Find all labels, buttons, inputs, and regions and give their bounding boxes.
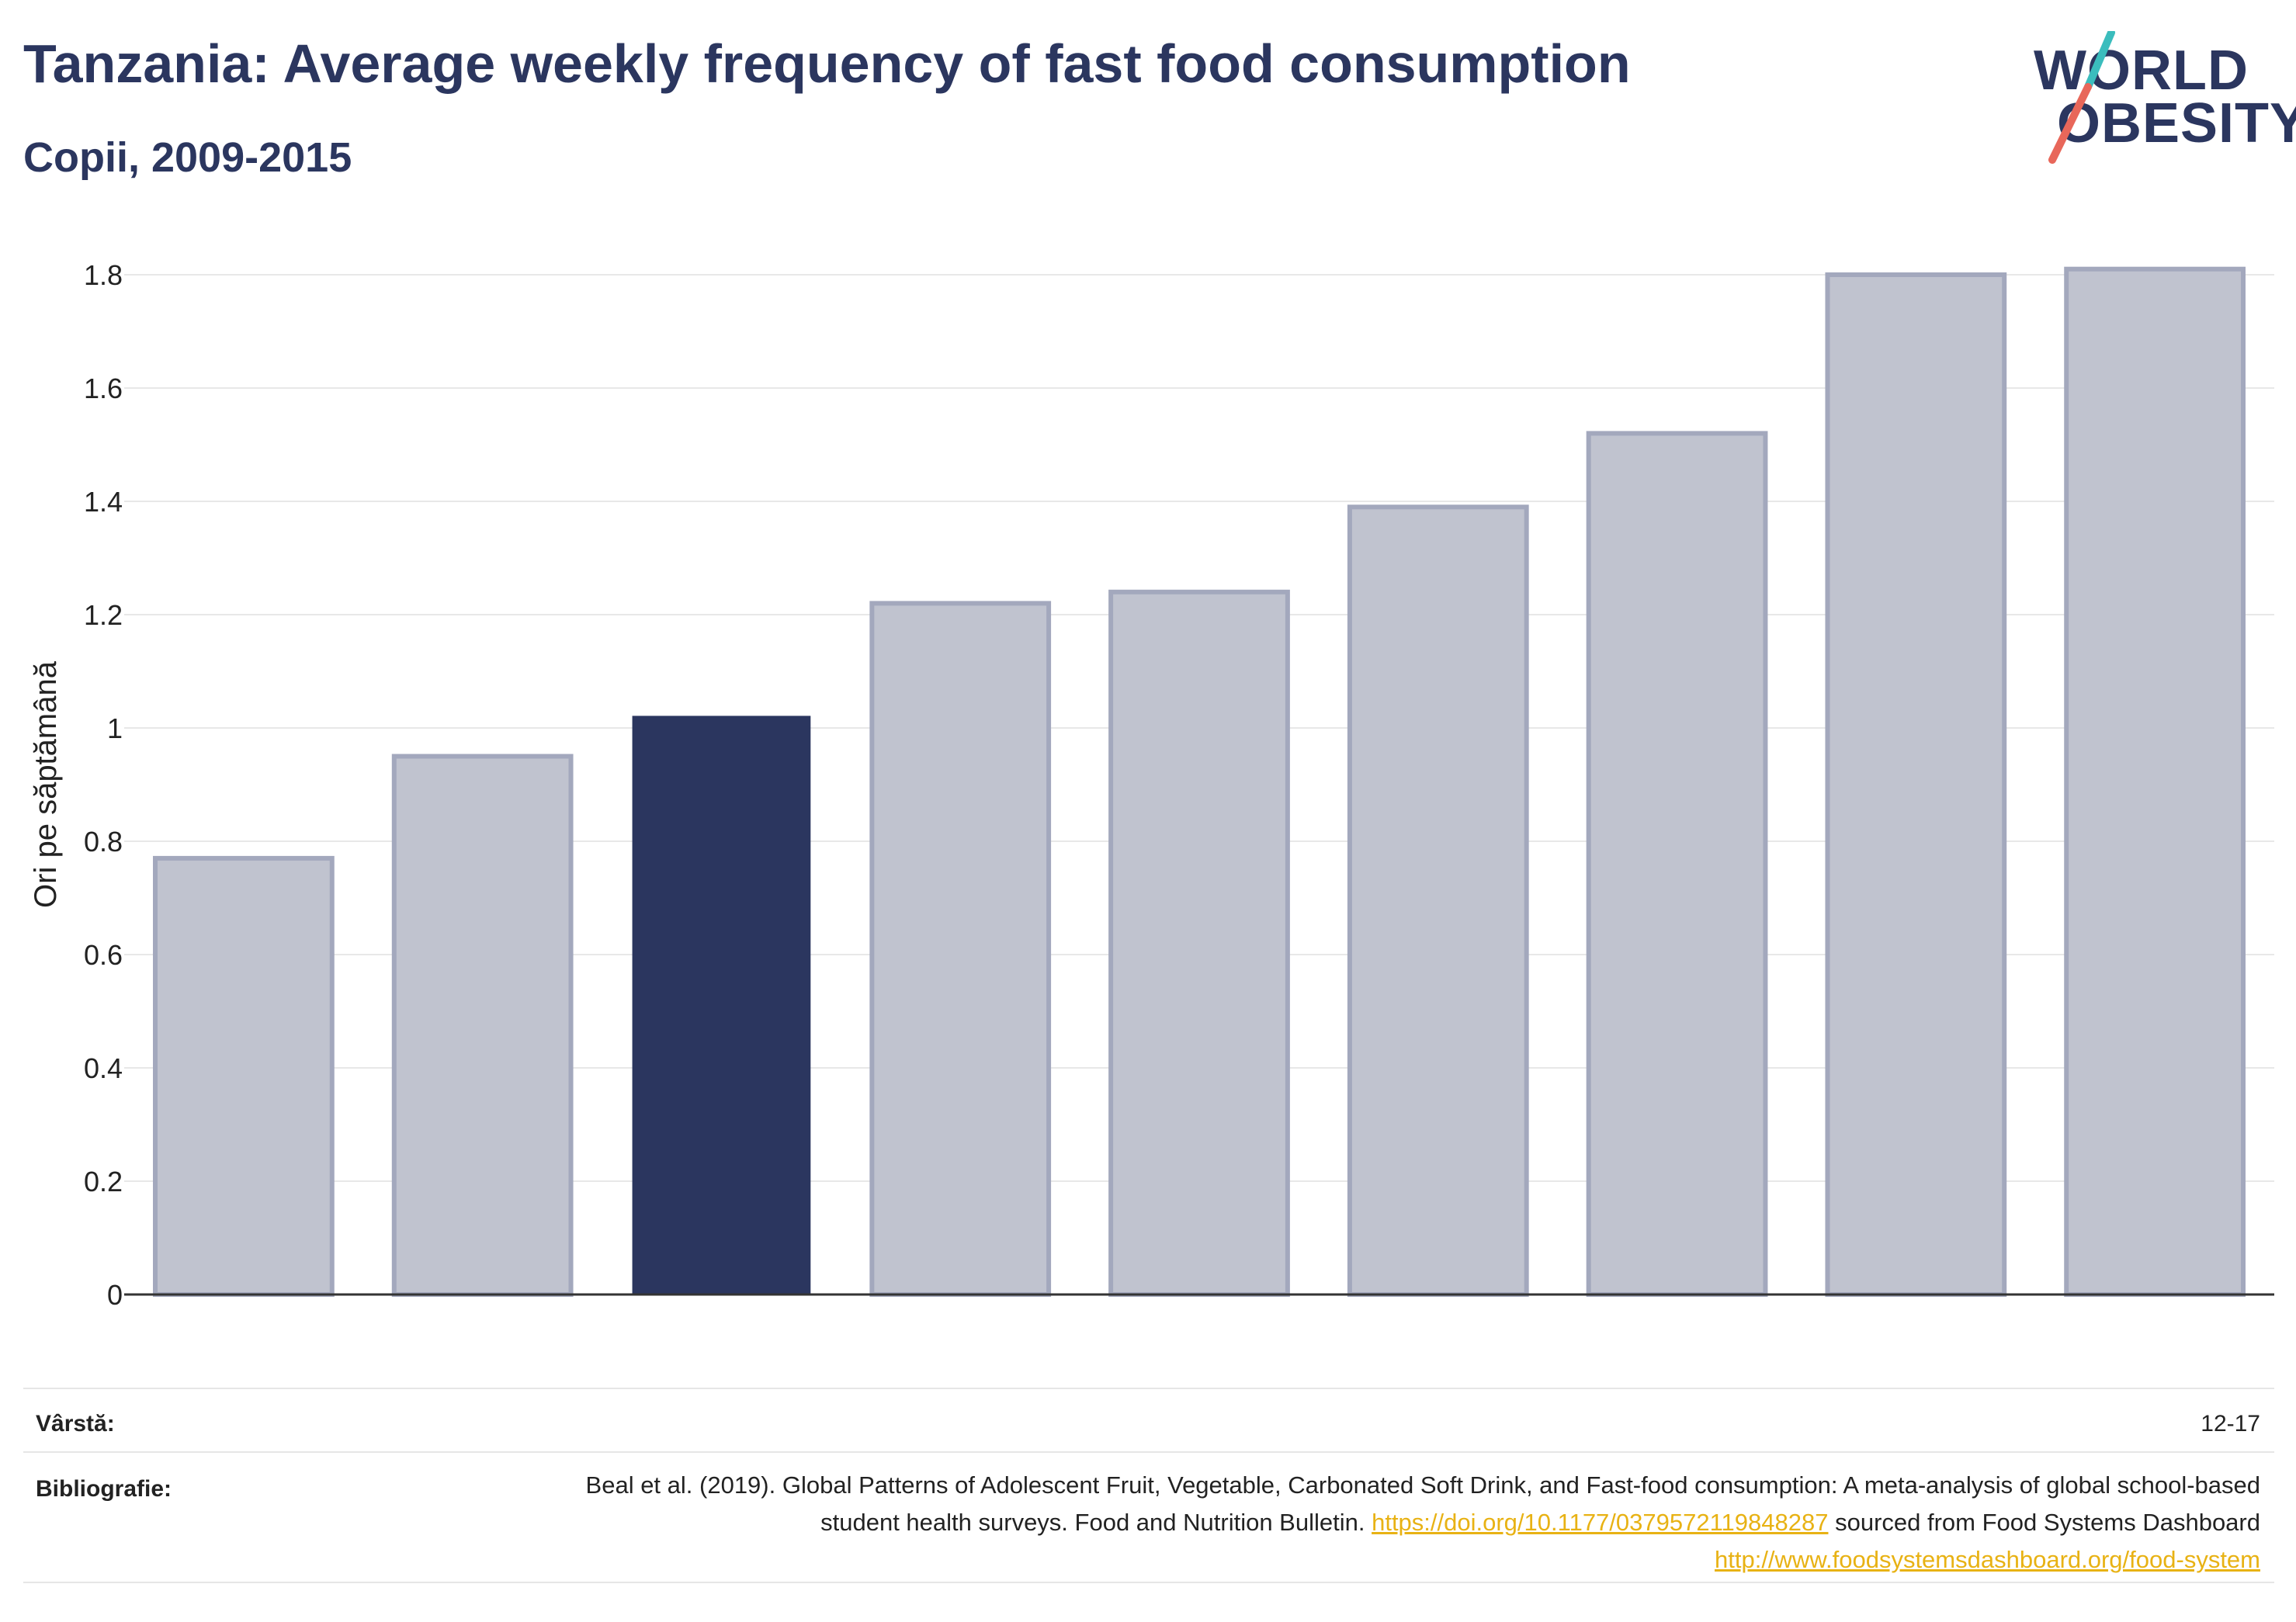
logo-slash-icon — [2048, 31, 2115, 164]
bar-chart: 0 0.2 0.4 0.6 0.8 1 1.2 1.4 1.6 1.8 Ori pe săptămâ… — [29, 259, 2274, 1319]
y-tick-label: 1.4 — [84, 486, 123, 518]
bar-namibia — [1108, 589, 1290, 1297]
x-tick-label: Namibia — [1145, 1315, 1254, 1319]
bar-mauritius — [391, 754, 574, 1297]
bar-tanzania — [632, 716, 811, 1295]
bar-benin — [869, 601, 1052, 1297]
bar-mozambic — [1586, 431, 1768, 1297]
chart-title: Tanzania: Average weekly frequency of fa… — [23, 33, 1631, 94]
divider-middle — [23, 1451, 2274, 1453]
axes: 0 0.2 0.4 0.6 0.8 1 1.2 1.4 1.6 1.8 Ori pe săptămâ… — [29, 259, 2274, 1319]
bar-algeria — [1347, 504, 1529, 1297]
bibliography-text-part2: sourced from Food Systems Dashboard — [1828, 1509, 2260, 1536]
y-tick-label: 1.6 — [84, 373, 123, 404]
y-axis-label: Ori pe săptămână — [29, 660, 63, 908]
x-tick-label: Mozambic — [1610, 1315, 1744, 1319]
y-tick-label: 0.8 — [84, 826, 123, 858]
chart-subtitle: Copii, 2009-2015 — [23, 134, 352, 181]
y-tick-label: 0.4 — [84, 1052, 123, 1084]
age-label: Vârstă: — [36, 1411, 115, 1437]
age-value: 12-17 — [2201, 1411, 2260, 1437]
y-tick-label: 0.2 — [84, 1166, 123, 1197]
x-tick-label: Mauritania — [2086, 1315, 2224, 1319]
x-tick-label: Benin — [923, 1315, 998, 1319]
y-tick-label: 1.8 — [84, 259, 123, 291]
logo-line2: OBESITY — [2057, 92, 2296, 154]
doi-link[interactable]: https://doi.org/10.1177/0379572119848287 — [1372, 1509, 1829, 1536]
food-systems-link[interactable]: http://www.foodsystemsdashboard.org/food… — [1715, 1546, 2260, 1573]
x-tick-label: Mauritius — [423, 1315, 543, 1319]
y-tick-label: 0 — [107, 1279, 123, 1311]
x-tick-label: Tanzania — [662, 1315, 781, 1319]
x-tick-label: Algeria — [1393, 1315, 1485, 1319]
logo-line1: WORLD — [2034, 40, 2249, 102]
divider-bottom — [23, 1582, 2274, 1583]
bibliography-text-part1: Beal et al. (2019). Global Patterns of A… — [585, 1471, 2260, 1536]
y-tick-label: 1 — [107, 712, 123, 744]
world-obesity-logo: WORLD OBESITY — [2018, 31, 2296, 171]
bibliography-label: Bibliografie: — [36, 1476, 172, 1502]
bar-mauritania — [2064, 266, 2246, 1298]
divider-top — [23, 1388, 2274, 1389]
y-tick-label: 1.2 — [84, 599, 123, 631]
bar-seychelles — [1825, 272, 2007, 1297]
bar-eswatini — [153, 855, 335, 1297]
x-tick-label: Seychelles — [1844, 1315, 1987, 1319]
y-tick-label: 0.6 — [84, 939, 123, 971]
x-tick-label: Eswatini — [189, 1315, 299, 1319]
bibliography-text: Beal et al. (2019). Global Patterns of A… — [553, 1467, 2260, 1579]
bars — [153, 266, 2246, 1298]
